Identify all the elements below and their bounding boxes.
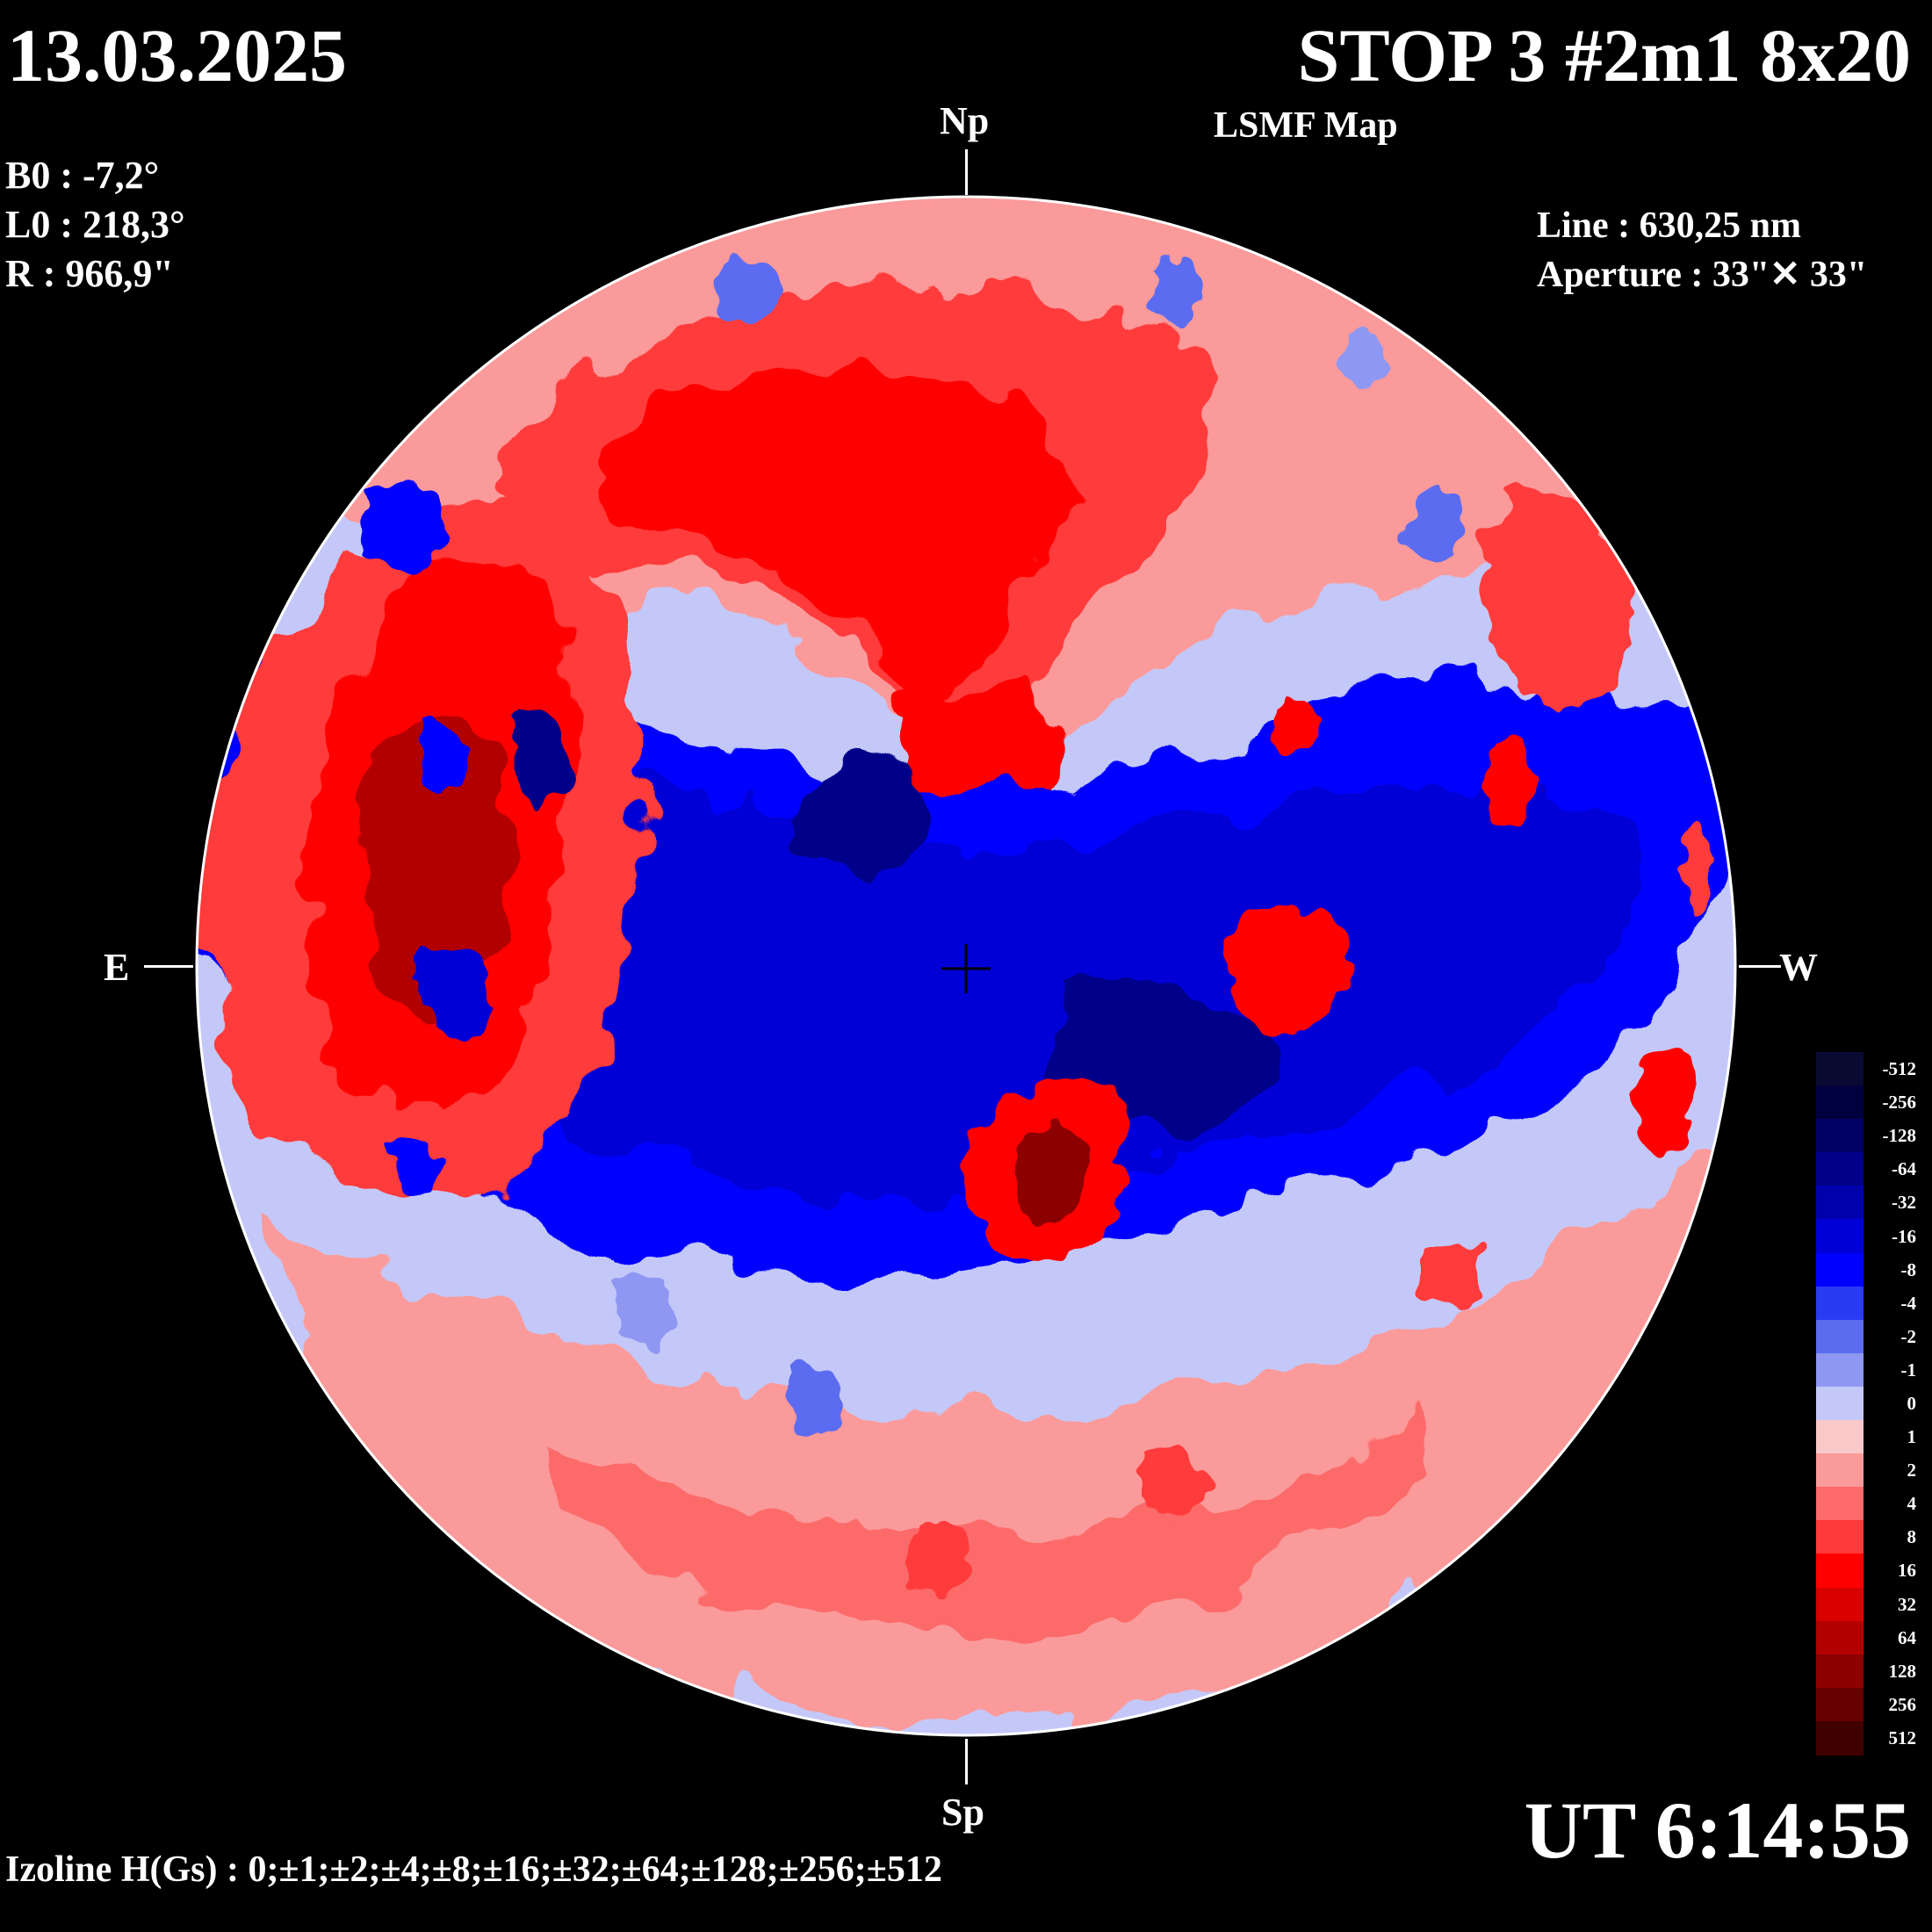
- color-scale-segment: [1816, 1487, 1864, 1522]
- map-title: STOP 3 #2m1 8x20: [1297, 13, 1911, 97]
- izoline-levels: Izoline H(Gs) : 0;±1;±2;±4;±8;±16;±32;±6…: [5, 1849, 942, 1890]
- color-scale-segment: [1816, 1520, 1864, 1555]
- color-scale-label: -8: [1900, 1258, 1917, 1280]
- observation-time: UT 6:14:55: [1524, 1785, 1911, 1875]
- south-pole-label: Sp: [941, 1791, 984, 1834]
- color-scale-label: 32: [1898, 1593, 1916, 1615]
- color-scale-label: 2: [1907, 1460, 1917, 1481]
- color-scale-segment: [1816, 1119, 1864, 1154]
- color-scale-label: 256: [1888, 1693, 1917, 1715]
- solar-disk: [197, 197, 1735, 1735]
- param-b0: B0 : -7,2°: [5, 154, 160, 197]
- color-scale-legend: [1816, 1052, 1864, 1755]
- param-radius: R : 966,9": [5, 252, 174, 295]
- color-scale-label: -16: [1892, 1225, 1916, 1247]
- color-scale-segment: [1816, 1720, 1864, 1755]
- color-scale-segment: [1816, 1654, 1864, 1689]
- east-label: E: [104, 946, 130, 989]
- spectral-line: Line : 630,25 nm: [1537, 205, 1802, 246]
- south-tick: [965, 1739, 968, 1784]
- color-scale-label: 0: [1907, 1393, 1917, 1414]
- color-scale-label: 1: [1907, 1426, 1917, 1448]
- color-scale-label: 16: [1898, 1560, 1916, 1582]
- color-scale-label: -2: [1900, 1325, 1917, 1347]
- param-l0: L0 : 218,3°: [5, 203, 185, 246]
- color-scale-label: 8: [1907, 1526, 1917, 1548]
- map-subtitle: LSMF Map: [1214, 105, 1398, 146]
- observation-date: 13.03.2025: [7, 13, 347, 97]
- color-scale-segment: [1816, 1620, 1864, 1655]
- color-scale-segment: [1816, 1319, 1864, 1354]
- west-label: W: [1779, 946, 1818, 989]
- color-scale-segment: [1816, 1453, 1864, 1489]
- color-scale-segment: [1816, 1587, 1864, 1622]
- color-scale-segment: [1816, 1420, 1864, 1455]
- color-scale-label: -1: [1900, 1359, 1917, 1381]
- color-scale-segment: [1816, 1052, 1864, 1087]
- color-scale-segment: [1816, 1152, 1864, 1187]
- west-tick: [1739, 965, 1781, 968]
- color-scale-segment: [1816, 1085, 1864, 1121]
- color-scale-segment: [1816, 1386, 1864, 1422]
- color-scale-label: -64: [1892, 1158, 1916, 1180]
- color-scale-label: -128: [1882, 1125, 1917, 1147]
- color-scale-label: 64: [1898, 1626, 1916, 1648]
- color-scale-label: -256: [1882, 1092, 1917, 1114]
- color-scale-segment: [1816, 1352, 1864, 1388]
- color-scale-segment: [1816, 1186, 1864, 1221]
- color-scale-segment: [1816, 1554, 1864, 1589]
- color-scale-segment: [1816, 1687, 1864, 1722]
- aperture-size: Aperture : 33"✕ 33": [1537, 255, 1868, 295]
- color-scale-label: -512: [1882, 1058, 1917, 1080]
- color-scale-label: -4: [1900, 1292, 1917, 1314]
- color-scale-segment: [1816, 1219, 1864, 1254]
- north-pole-label: Np: [940, 99, 990, 142]
- color-scale-label: 512: [1888, 1727, 1917, 1748]
- east-tick: [144, 965, 193, 968]
- color-scale-label: 128: [1888, 1660, 1917, 1682]
- color-scale-segment: [1816, 1286, 1864, 1321]
- color-scale-segment: [1816, 1252, 1864, 1287]
- color-scale-label: -32: [1892, 1192, 1916, 1214]
- north-tick: [965, 149, 968, 195]
- color-scale-label: 4: [1907, 1493, 1917, 1515]
